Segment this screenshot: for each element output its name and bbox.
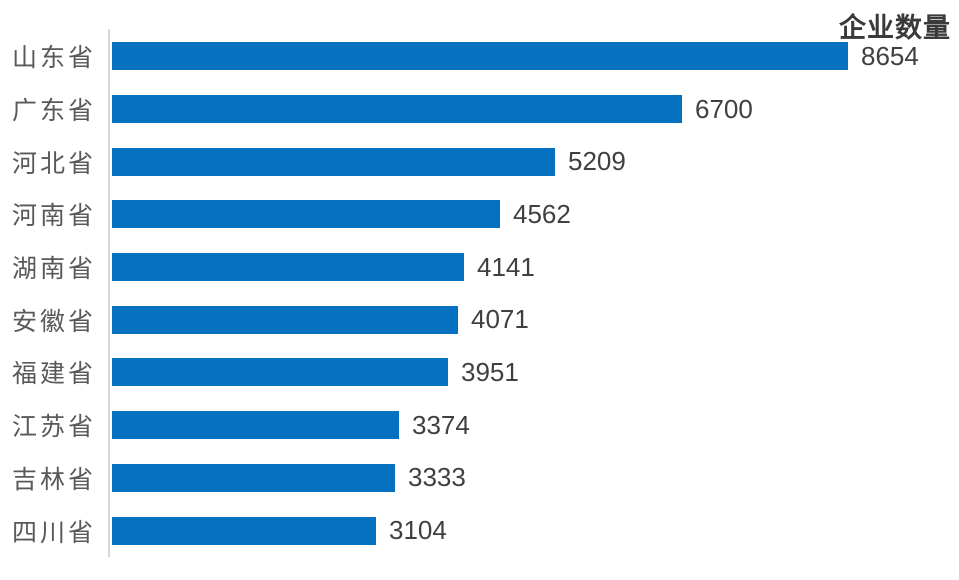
category-label: 广东省 (12, 97, 97, 126)
value-label: 3333 (408, 462, 466, 493)
value-label: 8654 (861, 40, 919, 71)
plot-area: 山东省 8654 广东省 6700 河北省 5209 河南省 4562 湖南省 4141 安徽省 40… (0, 30, 959, 557)
value-label: 4071 (471, 304, 529, 335)
category-label: 河南省 (12, 202, 97, 231)
value-label: 3104 (389, 515, 447, 546)
bar (112, 305, 458, 334)
value-label: 5209 (568, 146, 626, 177)
bar-area: 8654 (112, 41, 959, 72)
bar-area: 3374 (112, 410, 959, 441)
bar-area: 4141 (112, 252, 959, 283)
bar-row: 江苏省 3374 (0, 399, 959, 452)
bar (112, 411, 399, 440)
bar-area: 5209 (112, 146, 959, 177)
bar (112, 463, 395, 492)
category-label: 安徽省 (12, 307, 97, 336)
y-axis-line (108, 29, 110, 557)
category-label: 福建省 (12, 360, 97, 389)
value-label: 4562 (513, 198, 571, 229)
bar-row: 河北省 5209 (0, 135, 959, 188)
bar-area: 4071 (112, 304, 959, 335)
bar-area: 3104 (112, 515, 959, 546)
bar-row: 吉林省 3333 (0, 452, 959, 505)
bar-area: 6700 (112, 94, 959, 125)
category-label: 山东省 (12, 44, 97, 73)
bar (112, 516, 376, 545)
bar-row: 山东省 8654 (0, 30, 959, 83)
bar (112, 253, 464, 282)
bar-row: 河南省 4562 (0, 188, 959, 241)
bar-row: 湖南省 4141 (0, 241, 959, 294)
bar-row: 安徽省 4071 (0, 293, 959, 346)
category-label: 河北省 (12, 149, 97, 178)
bar (112, 95, 682, 124)
bar (112, 200, 500, 229)
bar-row: 福建省 3951 (0, 346, 959, 399)
bar-area: 4562 (112, 199, 959, 230)
bar-row: 广东省 6700 (0, 83, 959, 136)
bar (112, 42, 848, 71)
value-label: 4141 (477, 251, 535, 282)
category-label: 江苏省 (12, 413, 97, 442)
bar-row: 四川省 3104 (0, 504, 959, 557)
value-label: 6700 (695, 93, 753, 124)
bar (112, 358, 448, 387)
value-label: 3951 (461, 356, 519, 387)
value-label: 3374 (412, 409, 470, 440)
bar-area: 3951 (112, 357, 959, 388)
bar (112, 147, 555, 176)
bar-area: 3333 (112, 462, 959, 493)
category-label: 湖南省 (12, 255, 97, 284)
category-label: 四川省 (12, 518, 97, 547)
chart-title: 企业数量 (839, 13, 951, 43)
category-label: 吉林省 (12, 465, 97, 494)
